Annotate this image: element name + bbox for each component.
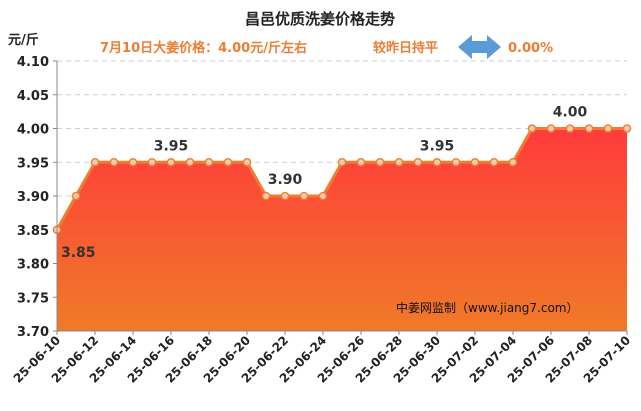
data-point — [527, 124, 537, 133]
data-point — [242, 157, 252, 167]
y-tick-label: 3.90 — [17, 190, 49, 205]
data-point — [394, 157, 404, 167]
y-tick-label: 4.10 — [17, 55, 49, 70]
y-tick-label: 3.70 — [17, 325, 49, 340]
data-point — [204, 157, 214, 167]
double-arrow-icon — [458, 35, 501, 59]
y-axis-ticks: 3.70 3.75 3.80 3.85 3.90 3.95 4.00 4.05 4.10 — [17, 55, 57, 340]
watermark: 中姜网监制（www.jiang7.com） — [396, 300, 578, 315]
data-label: 3.95 — [154, 138, 189, 154]
y-tick-label: 3.95 — [17, 156, 49, 171]
data-point — [261, 191, 271, 201]
data-label: 3.90 — [268, 172, 303, 188]
data-point — [71, 191, 81, 201]
y-tick-label: 3.80 — [17, 258, 49, 273]
data-point — [318, 191, 328, 201]
y-tick-label: 3.75 — [17, 291, 49, 306]
data-point — [489, 157, 499, 167]
data-point — [565, 124, 575, 133]
data-point — [280, 191, 290, 201]
data-point — [470, 157, 480, 167]
chart-title: 昌邑优质洗姜价格走势 — [245, 10, 395, 28]
axes — [56, 61, 627, 332]
y-tick-label: 3.85 — [17, 224, 49, 239]
series-markers — [52, 124, 632, 235]
chart-subtitle-compare: 较昨日持平 — [373, 40, 438, 56]
data-point — [109, 157, 119, 167]
x-axis-ticks: 25-06-1025-06-1225-06-1425-06-1625-06-18… — [11, 331, 633, 386]
chart-subtitle-change: 0.00% — [508, 41, 553, 56]
data-point — [128, 157, 138, 167]
y-tick-label: 4.00 — [17, 123, 49, 138]
data-point — [584, 124, 594, 133]
data-point — [432, 157, 442, 167]
data-point — [223, 157, 233, 167]
data-labels: 3.85 3.95 3.90 3.95 4.00 — [61, 105, 588, 261]
chart-subtitle-price: 7月10日大姜价格：4.00元/斤左右 — [100, 40, 307, 56]
data-point — [375, 157, 385, 167]
data-point — [337, 157, 347, 167]
data-point — [603, 124, 613, 133]
data-point — [622, 124, 632, 133]
data-point — [90, 157, 100, 167]
data-point — [147, 157, 157, 167]
data-point — [413, 157, 423, 167]
data-point — [508, 157, 518, 167]
data-label: 3.85 — [61, 245, 96, 261]
data-label: 3.95 — [420, 138, 455, 154]
data-point — [166, 157, 176, 167]
data-point — [546, 124, 556, 133]
y-tick-label: 4.05 — [17, 89, 49, 104]
area-fill — [57, 128, 627, 331]
data-point — [451, 157, 461, 167]
data-point — [185, 157, 195, 167]
y-axis-unit: 元/斤 — [8, 32, 39, 48]
data-point — [299, 191, 309, 201]
data-label: 4.00 — [553, 105, 588, 121]
data-point — [356, 157, 366, 167]
